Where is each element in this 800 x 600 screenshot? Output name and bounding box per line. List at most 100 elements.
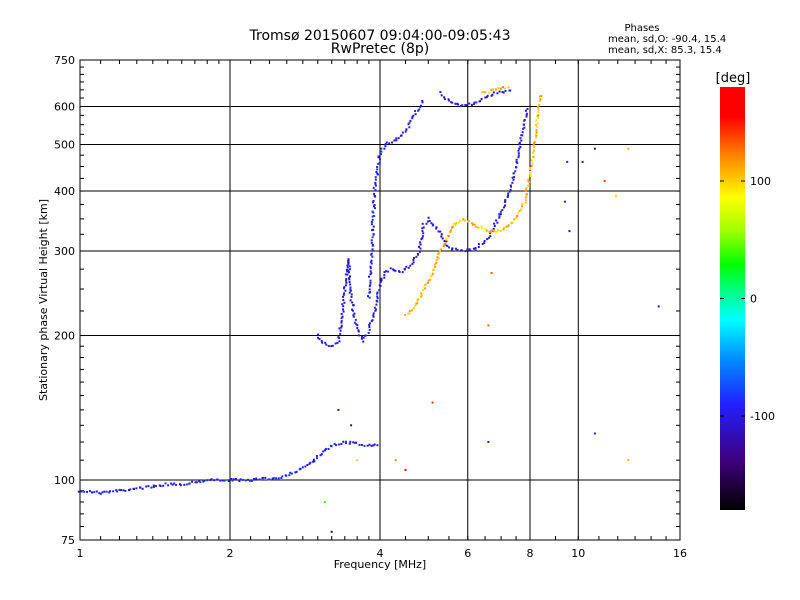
data-point: [427, 216, 430, 219]
data-point: [231, 479, 234, 482]
data-point: [454, 223, 457, 226]
data-point: [375, 308, 378, 311]
data-point: [351, 301, 354, 304]
data-point: [93, 491, 96, 494]
data-point: [393, 139, 396, 142]
data-point: [348, 271, 350, 274]
data-point: [470, 103, 473, 106]
data-point: [537, 117, 539, 119]
data-point: [473, 223, 476, 226]
data-point: [388, 142, 391, 145]
data-point: [454, 247, 457, 250]
data-point: [404, 130, 407, 133]
data-point: [449, 229, 452, 232]
data-point: [122, 489, 125, 492]
data-point: [356, 324, 359, 327]
data-point: [407, 312, 410, 315]
data-point: [338, 327, 341, 330]
y-tick-label: 200: [54, 330, 75, 343]
data-point: [371, 229, 373, 232]
data-point: [379, 280, 382, 283]
data-point: [421, 222, 424, 225]
data-point: [446, 244, 449, 247]
data-point: [507, 194, 509, 197]
data-point: [369, 291, 371, 294]
data-point: [374, 176, 377, 179]
data-point: [324, 447, 327, 450]
data-point: [213, 479, 216, 482]
data-point: [469, 249, 472, 252]
data-point: [275, 477, 278, 480]
y-axis-label: Stationary phase Virtual Height [km]: [37, 199, 50, 401]
data-point: [253, 478, 255, 480]
data-point: [345, 279, 347, 282]
data-point: [563, 200, 566, 203]
data-point: [432, 268, 435, 271]
data-point: [360, 335, 363, 338]
data-point: [195, 481, 198, 484]
data-point: [370, 220, 373, 223]
data-point: [185, 483, 188, 486]
data-point: [524, 201, 527, 204]
data-point: [362, 336, 365, 339]
data-point: [472, 103, 475, 105]
data-point: [521, 204, 523, 207]
data-point: [407, 123, 410, 126]
data-point: [342, 310, 345, 313]
data-point: [512, 178, 515, 181]
data-point: [422, 289, 424, 292]
data-point: [376, 444, 379, 447]
data-point: [337, 408, 340, 411]
data-point: [484, 227, 487, 230]
data-point: [419, 104, 422, 107]
data-point: [373, 207, 376, 210]
data-point: [363, 444, 366, 447]
x-tick-label: 16: [673, 547, 687, 560]
data-point: [507, 225, 510, 228]
data-point: [295, 470, 298, 473]
data-point: [368, 296, 371, 299]
data-point: [350, 424, 353, 427]
data-point: [451, 247, 454, 250]
data-point: [320, 453, 323, 456]
data-point: [242, 478, 245, 481]
data-point: [374, 184, 377, 187]
data-point: [423, 285, 426, 288]
chart-subtitle: RwPretec (8p): [331, 41, 429, 57]
data-point: [173, 482, 176, 485]
data-point: [294, 471, 297, 474]
data-point: [368, 288, 371, 291]
data-point: [330, 445, 333, 448]
data-point: [522, 127, 525, 130]
data-point: [464, 250, 467, 253]
data-point: [468, 102, 471, 105]
data-point: [411, 115, 414, 118]
data-point: [581, 160, 584, 163]
data-point: [428, 220, 431, 222]
data-point: [360, 444, 363, 446]
data-point: [485, 96, 488, 99]
data-point: [88, 490, 91, 493]
data-point: [289, 471, 292, 474]
data-point: [366, 444, 369, 447]
data-point: [420, 292, 423, 295]
data-point: [407, 266, 410, 269]
data-point: [349, 288, 352, 291]
data-point: [372, 233, 375, 236]
data-point: [346, 273, 349, 276]
data-point: [489, 235, 492, 238]
data-point: [369, 270, 372, 273]
data-point: [419, 247, 422, 250]
data-point: [530, 159, 533, 162]
data-point: [101, 491, 104, 494]
data-point: [519, 208, 522, 211]
data-point: [411, 309, 413, 312]
data-point: [502, 91, 505, 94]
data-point: [568, 230, 571, 233]
data-point: [477, 246, 480, 248]
data-point: [337, 336, 340, 339]
data-point: [434, 266, 437, 268]
data-points: [77, 86, 660, 533]
data-point: [414, 110, 417, 113]
data-point: [515, 166, 517, 169]
